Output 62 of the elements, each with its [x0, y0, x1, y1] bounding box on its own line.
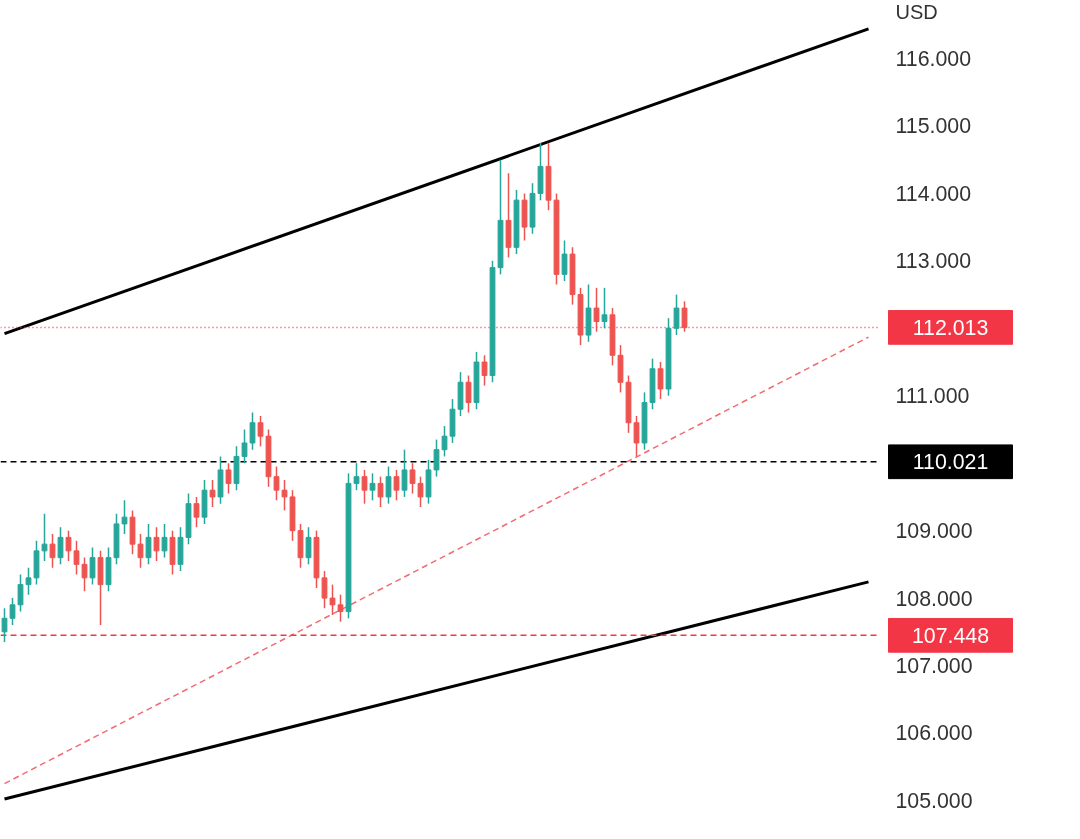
candlestick: [681, 300, 688, 333]
candlestick: [337, 593, 344, 623]
y-tick-label: 106.000: [895, 721, 973, 746]
candlestick: [593, 287, 600, 333]
candlestick: [633, 415, 640, 458]
candlestick: [65, 529, 72, 562]
candlestick: [385, 465, 392, 505]
candlestick: [137, 533, 144, 569]
candlestick: [417, 475, 424, 508]
candlestick: [41, 513, 48, 562]
candlestick: [153, 526, 160, 562]
candlestick: [257, 415, 264, 448]
ref-line-label: 107.448: [911, 623, 990, 648]
y-tick-label: 114.000: [895, 181, 972, 206]
candlestick: [433, 438, 440, 478]
candlestick: [393, 469, 400, 502]
candlestick: [241, 428, 248, 464]
y-tick-label: 116.000: [895, 47, 972, 71]
candlestick: [57, 526, 64, 566]
y-tick-label: 111.000: [895, 384, 970, 409]
candlestick: [1, 607, 8, 643]
candlestick: [401, 448, 408, 498]
candlestick: [25, 566, 32, 596]
candlestick: [369, 472, 376, 502]
candlestick: [273, 465, 280, 502]
ref-line-label: 112.013: [912, 315, 989, 340]
candlestick: [249, 411, 256, 451]
candlestick: [17, 573, 24, 613]
candlestick: [225, 462, 232, 495]
candlestick: [121, 499, 128, 535]
candlestick: [73, 540, 80, 576]
candlestick: [89, 546, 96, 586]
y-tick-label: 108.000: [895, 586, 973, 611]
candlestick: [329, 583, 336, 616]
candlestick: [465, 374, 472, 414]
candlestick: [657, 361, 664, 400]
candlestick: [209, 479, 216, 508]
y-tick-label: 113.000: [895, 249, 972, 274]
candlestick: [561, 239, 568, 282]
candlestick: [321, 570, 328, 609]
candlestick: [193, 496, 200, 529]
candlestick: [49, 533, 56, 569]
candlestick: [377, 475, 384, 508]
candlestick: [9, 597, 16, 626]
y-tick-label: 109.000: [895, 519, 973, 544]
y-tick-label: 105.000: [895, 788, 973, 813]
candlestick: [281, 479, 288, 512]
candlestick: [409, 462, 416, 495]
candlestick: [145, 523, 152, 566]
candlestick: [161, 523, 168, 559]
candlestick: [673, 293, 680, 336]
candlestick: [81, 556, 88, 593]
y-axis-title: USD: [895, 0, 938, 23]
candlestick: [481, 354, 488, 387]
candlestick: [601, 287, 608, 330]
y-tick-label: 107.000: [895, 654, 973, 679]
candlestick: [305, 526, 312, 566]
candlestick: [353, 462, 360, 491]
ref-line-label: 110.021: [912, 450, 989, 475]
y-tick-label: 115.000: [895, 114, 972, 139]
candlestick: [361, 469, 368, 505]
candlestick: [441, 425, 448, 458]
